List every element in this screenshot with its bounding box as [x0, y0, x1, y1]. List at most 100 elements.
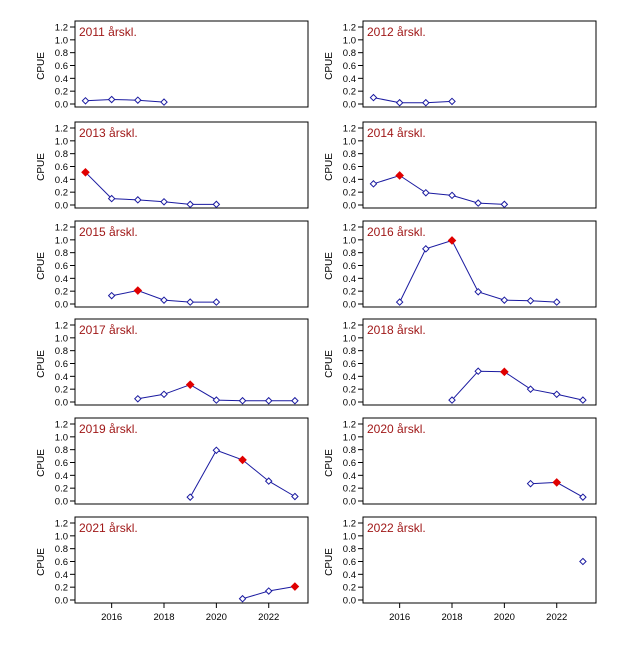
y-tick-label: 1.2	[343, 223, 356, 234]
data-point	[369, 180, 378, 188]
y-tick-label: 1.0	[55, 333, 68, 344]
y-tick-label: 1.0	[55, 136, 68, 147]
y-tick-label: 0.8	[55, 445, 68, 456]
y-tick-label: 0.6	[55, 61, 68, 72]
panel-9: 0.0 0.2 0.4 0.6 0.8 1.01.2 CPUE 2019 årskl.	[36, 417, 309, 508]
data-point	[526, 385, 535, 393]
data-point	[160, 98, 168, 106]
series-line	[451, 370, 584, 401]
panel-12: 0.0 0.2 0.4 0.6 0.8 1.01.2 CPUE 2016 2018 2020 202…	[324, 516, 597, 623]
y-axis-label: CPUE	[324, 52, 335, 80]
data-point	[579, 557, 587, 566]
data-point-highlight	[133, 286, 143, 295]
y-tick-label: 0.4	[343, 372, 356, 383]
data-point	[474, 199, 482, 207]
y-tick-label: 1.0	[343, 136, 356, 147]
panel-title: 2011 årskl.	[79, 25, 137, 39]
x-tick-label: 2016	[101, 612, 122, 623]
data-point	[186, 298, 194, 306]
data-point	[526, 479, 535, 488]
data-point	[579, 396, 587, 404]
data-point	[552, 298, 561, 306]
y-axis-label: CPUE	[324, 252, 335, 280]
y-tick-label: 0.6	[343, 261, 356, 272]
y-tick-label: 1.0	[55, 432, 68, 443]
y-tick-label: 0.6	[55, 557, 68, 568]
data-point-highlight	[81, 167, 90, 177]
y-tick-label: 1.0	[343, 333, 356, 344]
y-tick-label: 0.0	[55, 201, 68, 212]
y-tick-label: 0.4	[55, 570, 68, 581]
x-tick-label: 2022	[258, 612, 279, 623]
panel-4: 0.0 0.2 0.4 0.6 0.8 1.01.2 CPUE 2014 årskl.	[324, 121, 597, 212]
y-tick-label: 1.2	[343, 23, 356, 34]
y-tick-label: 1.2	[55, 420, 68, 431]
y-tick-label: 0.6	[343, 61, 356, 72]
data-point	[579, 493, 587, 501]
panel-frame	[74, 121, 309, 209]
y-tick-label: 0.0	[55, 398, 68, 409]
panel-title: 2015 årskl.	[79, 225, 138, 239]
data-point	[500, 296, 509, 304]
y-tick-label: 0.6	[55, 458, 68, 469]
y-axis-label: CPUE	[36, 350, 47, 378]
data-point	[448, 191, 456, 200]
y-tick-label: 1.0	[55, 235, 68, 246]
data-point	[134, 394, 142, 403]
y-tick-label: 1.2	[343, 124, 356, 135]
y-tick-label: 0.2	[343, 484, 356, 495]
series-line	[373, 97, 453, 104]
series-line	[373, 174, 505, 205]
panel-5: 0.0 0.2 0.4 0.6 0.8 1.01.2 CPUE 2015 årskl.	[36, 220, 309, 311]
y-tick-label: 0.6	[343, 162, 356, 173]
panel-10: 0.0 0.2 0.4 0.6 0.8 1.01.2 CPUE 2020 årskl.	[324, 417, 597, 508]
data-point	[212, 298, 221, 306]
y-tick-label: 0.4	[343, 175, 356, 186]
data-point	[264, 477, 273, 485]
data-point	[160, 296, 168, 304]
y-tick-label: 0.6	[343, 458, 356, 469]
panel-frame	[74, 318, 309, 406]
y-tick-label: 0.8	[343, 445, 356, 456]
y-tick-label: 0.8	[343, 149, 356, 160]
panel-frame	[362, 318, 597, 406]
y-axis-label: CPUE	[324, 350, 335, 378]
data-point-highlight	[290, 582, 300, 591]
panel-title: 2022 årskl.	[367, 521, 426, 535]
panel-frame	[74, 417, 309, 505]
panel-title: 2019 årskl.	[79, 422, 138, 436]
data-point	[238, 396, 247, 405]
y-tick-label: 1.2	[55, 519, 68, 530]
y-tick-label: 1.2	[343, 420, 356, 431]
panel-11: 0.0 0.2 0.4 0.6 0.8 1.01.2 CPUE 2016 2018 2020 202…	[36, 516, 309, 623]
y-tick-label: 0.6	[55, 162, 68, 173]
panel-title: 2012 årskl.	[367, 25, 426, 39]
y-tick-label: 0.0	[343, 100, 356, 111]
panel-title: 2013 årskl.	[79, 126, 138, 140]
data-point	[552, 390, 561, 399]
data-point	[369, 93, 378, 102]
data-point	[107, 95, 116, 104]
y-tick-label: 0.6	[55, 261, 68, 272]
data-point	[422, 98, 430, 107]
data-point	[212, 446, 221, 455]
panel-8: 0.0 0.2 0.4 0.6 0.8 1.01.2 CPUE 2018 årskl.	[324, 318, 597, 409]
y-tick-label: 0.2	[343, 385, 356, 396]
y-tick-label: 0.0	[343, 201, 356, 212]
data-point	[395, 298, 404, 306]
data-point-highlight	[238, 455, 247, 465]
y-tick-label: 0.2	[55, 385, 68, 396]
y-tick-label: 0.0	[343, 497, 356, 508]
data-point	[212, 396, 221, 404]
y-tick-label: 0.4	[343, 570, 356, 581]
y-tick-label: 0.2	[55, 484, 68, 495]
panel-title: 2021 årskl.	[79, 521, 138, 535]
data-point	[160, 197, 168, 206]
panel-frame	[74, 220, 309, 308]
y-tick-label: 0.4	[343, 74, 356, 85]
y-axis-label: CPUE	[36, 52, 47, 80]
series-line	[85, 98, 165, 103]
panel-title: 2016 årskl.	[367, 225, 426, 239]
panel-frame	[362, 121, 597, 209]
y-axis-label: CPUE	[324, 548, 335, 576]
